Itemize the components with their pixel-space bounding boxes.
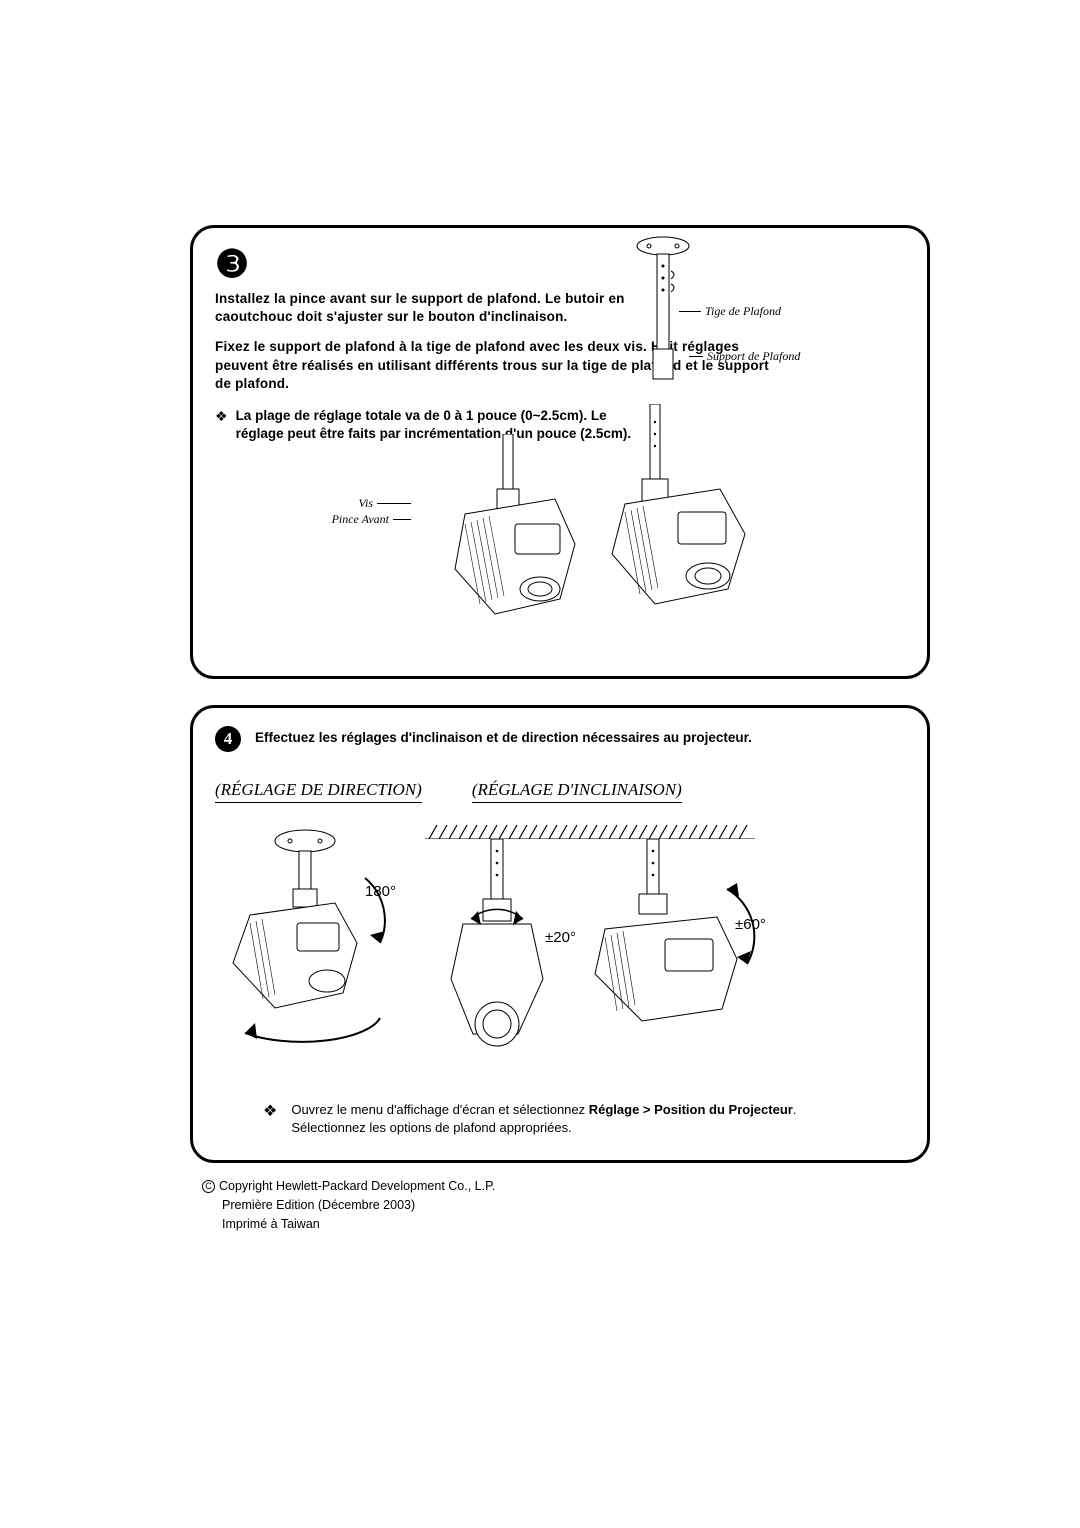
ceiling-hatch-1: [425, 823, 595, 839]
title-inclination: (RÉGLAGE D'INCLINAISON): [472, 780, 682, 803]
step-number-3: ❸: [215, 246, 905, 284]
projector-right-illustration: [600, 404, 760, 624]
step3-figure-area: Vis Pince Avant Tige de Plafond Support …: [215, 434, 905, 654]
title-direction: (RÉGLAGE DE DIRECTION): [215, 780, 422, 803]
bullet-diamond-icon: ❖: [215, 408, 228, 425]
angle-60-label: ±60°: [735, 916, 766, 933]
step-number-4: 4: [215, 726, 241, 752]
step4-section-titles: (RÉGLAGE DE DIRECTION) (RÉGLAGE D'INCLIN…: [215, 780, 905, 803]
copyright-line-2: Première Edition (Décembre 2003): [202, 1196, 930, 1215]
projector-left-illustration: [435, 434, 595, 634]
copyright-line-3: Imprimé à Taiwan: [202, 1215, 930, 1234]
tilt-side-illustration: [587, 839, 777, 1049]
note-diamond-icon: ❖: [263, 1102, 277, 1121]
copyright-line-1: CCopyright Hewlett-Packard Development C…: [202, 1177, 930, 1196]
direction-adjust-illustration: [215, 823, 415, 1083]
tilt-front-illustration: [433, 839, 563, 1069]
step4-note: ❖ Ouvrez le menu d'affichage d'écran et …: [215, 1101, 905, 1139]
copyright-block: CCopyright Hewlett-Packard Development C…: [202, 1177, 930, 1233]
label-pince-avant: Pince Avant: [332, 512, 415, 527]
step4-note-text: Ouvrez le menu d'affichage d'écran et sé…: [291, 1101, 867, 1139]
panel-step-3: ❸ Installez la pince avant sur le suppor…: [190, 225, 930, 679]
panel-step-4: 4 Effectuez les réglages d'inclinaison e…: [190, 705, 930, 1164]
label-vis: Vis: [359, 496, 415, 511]
angle-180-label: 180°: [365, 883, 396, 900]
label-support-de-plafond: Support de Plafond: [685, 349, 775, 363]
step3-para1: Installez la pince avant sur le support …: [215, 290, 695, 326]
angle-20-label: ±20°: [545, 929, 576, 946]
ceiling-hatch-2: [585, 823, 755, 839]
ceiling-rod-illustration: [635, 236, 695, 386]
step4-figure-area: 180° ±20°: [215, 823, 905, 1083]
step4-head-text: Effectuez les réglages d'inclinaison et …: [255, 729, 752, 747]
step4-header: 4 Effectuez les réglages d'inclinaison e…: [215, 726, 905, 752]
